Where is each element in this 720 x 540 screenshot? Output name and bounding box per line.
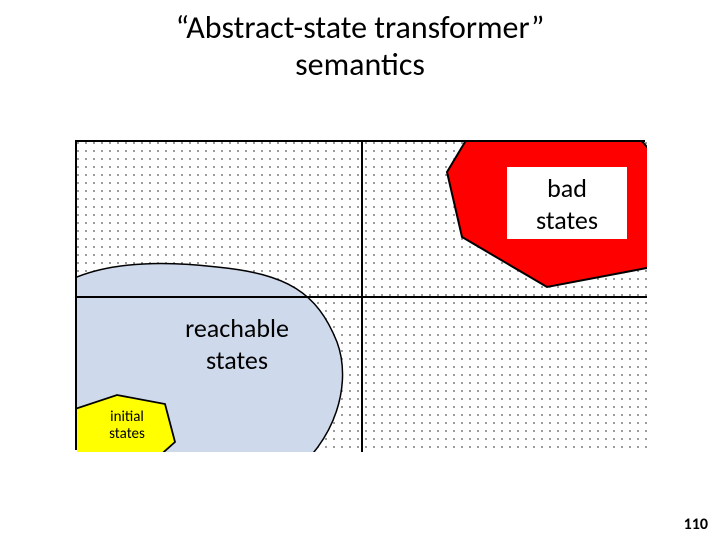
reachable-states-label: reachable states [167, 312, 307, 376]
reach-label-line1: reachable [185, 312, 289, 344]
bad-label-line2: states [536, 204, 598, 236]
initial-states-label: initial states [97, 409, 157, 442]
page-number: 110 [684, 515, 708, 534]
init-label-line1: initial [110, 408, 144, 426]
reach-label-line2: states [206, 344, 268, 376]
bad-states-label: bad states [517, 172, 617, 236]
slide: “Abstract-state transformer” semantics [0, 0, 720, 540]
state-space-diagram: bad states reachable states initial stat… [75, 140, 645, 450]
init-label-line2: states [109, 425, 145, 443]
title-line-2: semantics [295, 45, 425, 84]
title-line-1: “Abstract-state transformer” [176, 8, 545, 47]
slide-title: “Abstract-state transformer” semantics [0, 10, 720, 84]
bad-label-line1: bad [547, 172, 587, 204]
